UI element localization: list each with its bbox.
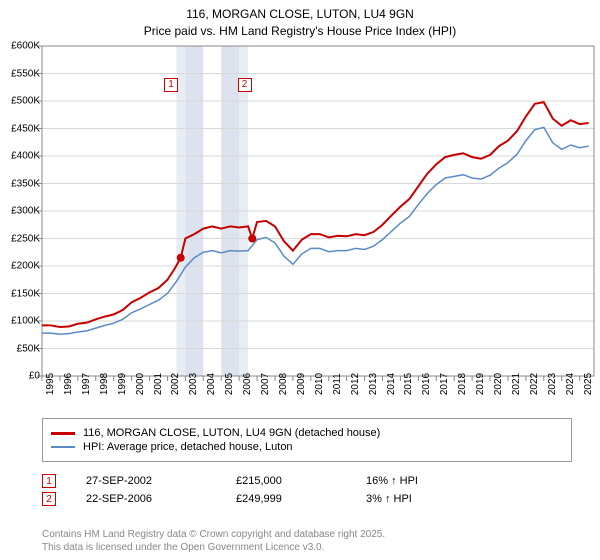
title-line-2: Price paid vs. HM Land Registry's House … (144, 24, 456, 38)
x-tick-label: 2011 (332, 373, 343, 395)
x-tick-label: 1999 (117, 373, 128, 395)
table-row: 2 22-SEP-2006 £249,999 3% ↑ HPI (42, 492, 572, 506)
legend-item: 116, MORGAN CLOSE, LUTON, LU4 9GN (detac… (51, 427, 563, 439)
x-tick-label: 2003 (188, 373, 199, 395)
chart-title: 116, MORGAN CLOSE, LUTON, LU4 9GN Price … (0, 0, 600, 40)
footer-attribution: Contains HM Land Registry data © Crown c… (42, 528, 385, 554)
y-tick-label: £250K (11, 233, 40, 244)
y-tick-label: £400K (11, 151, 40, 162)
x-tick-label: 2023 (547, 373, 558, 395)
x-tick-label: 2013 (368, 373, 379, 395)
title-line-1: 116, MORGAN CLOSE, LUTON, LU4 9GN (186, 7, 414, 21)
y-tick-label: £450K (11, 123, 40, 134)
x-tick-label: 2020 (493, 373, 504, 395)
y-tick-label: £0 (29, 371, 40, 382)
marker-badge: 2 (42, 492, 56, 506)
y-tick-label: £550K (11, 68, 40, 79)
marker-price: £249,999 (236, 493, 336, 505)
legend-label: HPI: Average price, detached house, Luto… (83, 441, 293, 453)
x-tick-label: 2024 (565, 373, 576, 395)
legend: 116, MORGAN CLOSE, LUTON, LU4 9GN (detac… (42, 418, 572, 462)
y-tick-label: £500K (11, 96, 40, 107)
x-tick-label: 2005 (224, 373, 235, 395)
x-tick-label: 2012 (350, 373, 361, 395)
chart-marker-badge: 2 (238, 78, 252, 92)
plot-area (42, 46, 594, 376)
chart-svg (42, 46, 594, 376)
x-tick-label: 2017 (439, 373, 450, 395)
x-tick-label: 2015 (403, 373, 414, 395)
marker-table: 1 27-SEP-2002 £215,000 16% ↑ HPI 2 22-SE… (42, 470, 572, 510)
y-tick-label: £50K (17, 343, 40, 354)
x-tick-label: 1997 (81, 373, 92, 395)
x-tick-label: 2000 (135, 373, 146, 395)
marker-hpi: 3% ↑ HPI (366, 493, 466, 505)
marker-date: 27-SEP-2002 (86, 475, 206, 487)
x-tick-label: 2006 (242, 373, 253, 395)
y-tick-label: £150K (11, 288, 40, 299)
x-tick-label: 2008 (278, 373, 289, 395)
x-tick-label: 2001 (153, 373, 164, 395)
legend-item: HPI: Average price, detached house, Luto… (51, 441, 563, 453)
legend-label: 116, MORGAN CLOSE, LUTON, LU4 9GN (detac… (83, 427, 380, 439)
x-tick-label: 2016 (421, 373, 432, 395)
marker-hpi: 16% ↑ HPI (366, 475, 466, 487)
x-tick-label: 2021 (511, 373, 522, 395)
chart-marker-badge: 1 (164, 78, 178, 92)
x-tick-label: 2014 (386, 373, 397, 395)
marker-badge: 1 (42, 474, 56, 488)
x-tick-label: 2025 (583, 373, 594, 395)
legend-swatch (51, 432, 75, 435)
y-tick-label: £200K (11, 261, 40, 272)
x-tick-label: 2004 (206, 373, 217, 395)
y-tick-label: £300K (11, 206, 40, 217)
x-tick-label: 2018 (457, 373, 468, 395)
x-tick-label: 2010 (314, 373, 325, 395)
footer-line-2: This data is licensed under the Open Gov… (42, 542, 324, 553)
marker-price: £215,000 (236, 475, 336, 487)
x-tick-label: 2002 (170, 373, 181, 395)
chart-container: 116, MORGAN CLOSE, LUTON, LU4 9GN Price … (0, 0, 600, 560)
y-tick-label: £600K (11, 41, 40, 52)
marker-date: 22-SEP-2006 (86, 493, 206, 505)
x-tick-label: 1996 (63, 373, 74, 395)
x-tick-label: 2007 (260, 373, 271, 395)
y-tick-label: £100K (11, 316, 40, 327)
footer-line-1: Contains HM Land Registry data © Crown c… (42, 529, 385, 540)
x-tick-label: 2009 (296, 373, 307, 395)
x-tick-label: 1998 (99, 373, 110, 395)
x-tick-label: 2019 (475, 373, 486, 395)
table-row: 1 27-SEP-2002 £215,000 16% ↑ HPI (42, 474, 572, 488)
x-tick-label: 1995 (45, 373, 56, 395)
legend-swatch (51, 446, 75, 448)
y-tick-label: £350K (11, 178, 40, 189)
x-tick-label: 2022 (529, 373, 540, 395)
